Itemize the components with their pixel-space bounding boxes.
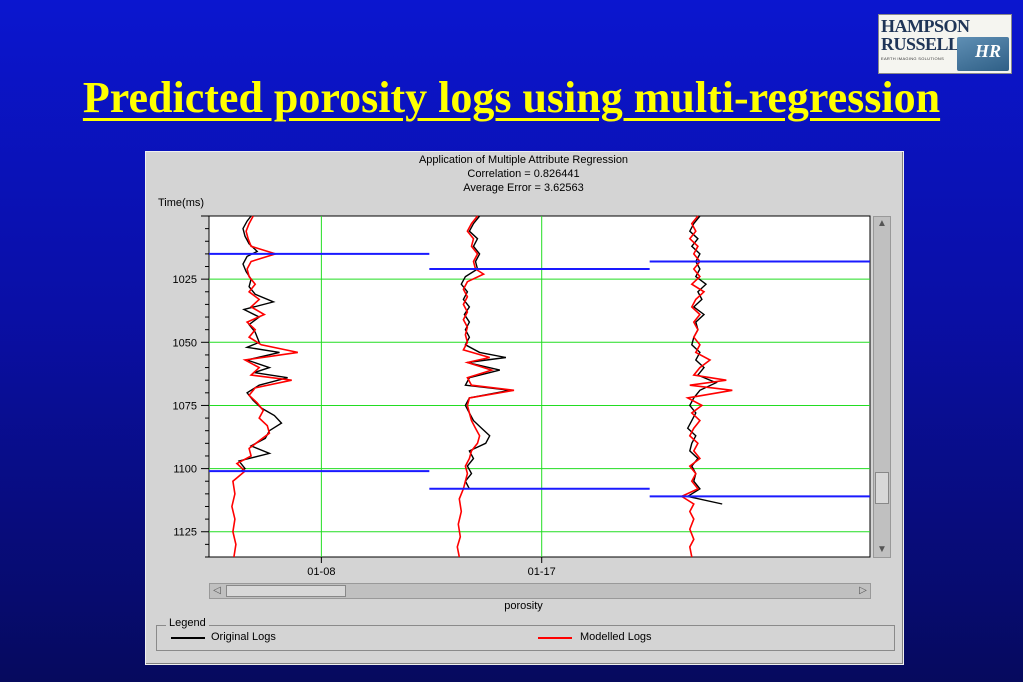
hampson-russell-logo: HAMPSON RUSSELL EARTH IMAGING SOLUTIONS …	[878, 14, 1012, 74]
x-tick-label: 01-08	[307, 566, 335, 578]
original-log-2	[460, 215, 511, 490]
legend-modelled-label: Modelled Logs	[580, 631, 652, 643]
modelled-log-3	[680, 215, 733, 558]
plot-area	[208, 215, 871, 558]
y-tick-label: 1025	[173, 274, 197, 286]
y-tick-label: 1100	[173, 464, 197, 476]
scroll-left-arrow-icon[interactable]: ◁	[213, 585, 221, 596]
modelled-log-1	[231, 215, 298, 558]
scroll-down-arrow-icon[interactable]: ▼	[877, 544, 887, 555]
chart-subtitle-error: Average Error = 3.62563	[463, 182, 584, 194]
y-tick-label: 1050	[173, 337, 197, 349]
y-axis-label: Time(ms)	[158, 197, 205, 209]
logo-mark: HR	[957, 37, 1009, 71]
scroll-right-arrow-icon[interactable]: ▷	[859, 585, 867, 596]
x-axis-label: porosity	[504, 600, 543, 612]
legend-title: Legend	[166, 617, 209, 629]
horizontal-scrollbar[interactable]: ◁ ▷	[209, 583, 871, 599]
vertical-scrollbar[interactable]: ▲ ▼	[873, 216, 891, 558]
slide-title: Predicted porosity logs using multi-regr…	[82, 73, 941, 122]
legend-original-swatch	[171, 637, 205, 639]
logo-line1: HAMPSON	[881, 16, 970, 36]
legend-modelled-swatch	[538, 637, 572, 639]
legend-original-label: Original Logs	[211, 631, 276, 643]
y-tick-label: 1075	[173, 400, 197, 412]
horizontal-scroll-thumb[interactable]	[226, 585, 346, 597]
legend-box	[156, 625, 895, 651]
logo-line2: RUSSELL	[881, 34, 960, 54]
vertical-scroll-thumb[interactable]	[875, 472, 889, 504]
y-tick-label: 1125	[173, 527, 197, 539]
logo-mark-text: HR	[974, 41, 1001, 61]
chart-subtitle-correlation: Correlation = 0.826441	[467, 168, 580, 180]
x-tick-label: 01-17	[528, 566, 556, 578]
logo-tagline: EARTH IMAGING SOLUTIONS	[881, 56, 945, 61]
scroll-up-arrow-icon[interactable]: ▲	[877, 218, 887, 229]
chart-title: Application of Multiple Attribute Regres…	[418, 154, 629, 166]
